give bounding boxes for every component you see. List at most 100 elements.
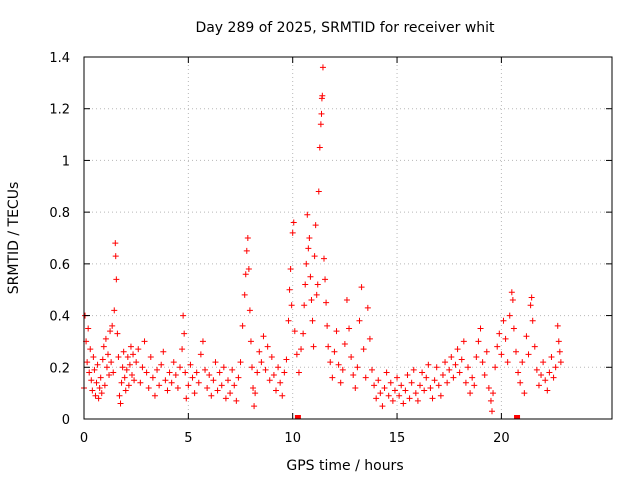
data-point: [444, 379, 451, 386]
gap-marker: [514, 415, 521, 419]
data-point: [452, 361, 459, 368]
data-point: [356, 317, 363, 324]
data-point: [311, 253, 318, 260]
data-point: [333, 328, 340, 335]
data-point: [385, 392, 392, 399]
data-point: [454, 346, 461, 353]
data-point: [467, 390, 474, 397]
data-point: [93, 379, 100, 386]
data-point: [510, 325, 517, 332]
data-point: [456, 369, 463, 376]
data-point: [101, 382, 108, 389]
data-point: [115, 353, 122, 360]
data-point: [406, 395, 413, 402]
data-point: [552, 364, 559, 371]
data-point: [354, 364, 361, 371]
data-point: [233, 397, 240, 404]
data-point: [492, 364, 499, 371]
data-point: [105, 351, 111, 358]
data-point: [429, 395, 436, 402]
data-point: [185, 382, 192, 389]
data-point: [250, 384, 257, 391]
data-point: [319, 64, 326, 71]
data-point: [343, 297, 350, 304]
data-point: [210, 377, 217, 384]
data-point: [251, 403, 258, 410]
data-point: [141, 338, 148, 345]
data-point: [373, 395, 380, 402]
data-point: [288, 302, 295, 309]
data-point: [112, 253, 119, 260]
data-point: [538, 372, 545, 379]
data-point: [465, 364, 471, 371]
data-point: [369, 366, 375, 373]
data-point: [448, 353, 455, 360]
data-point: [181, 330, 188, 337]
data-point: [521, 390, 528, 397]
data-point: [108, 359, 115, 366]
data-point: [125, 382, 132, 389]
data-point: [119, 364, 126, 371]
data-point: [277, 379, 284, 386]
data-point: [147, 353, 154, 360]
data-point: [89, 387, 96, 394]
x-tick-label: 20: [493, 431, 510, 446]
data-point: [408, 379, 415, 386]
x-tick-label: 10: [284, 431, 301, 446]
data-point: [321, 255, 327, 262]
data-point: [286, 286, 293, 293]
data-point: [249, 364, 255, 371]
data-point: [109, 322, 116, 329]
data-point: [191, 390, 198, 397]
data-point: [358, 284, 365, 291]
data-point: [325, 343, 332, 350]
data-points: [81, 64, 564, 415]
data-point: [222, 395, 229, 402]
data-point: [350, 372, 357, 379]
data-point: [523, 333, 530, 340]
data-point: [316, 144, 323, 151]
data-point: [160, 348, 167, 355]
data-point: [94, 361, 101, 368]
data-point: [133, 359, 140, 366]
data-point: [375, 377, 382, 384]
data-point: [515, 369, 522, 376]
data-point: [366, 335, 373, 342]
data-point: [197, 351, 204, 358]
data-point: [352, 384, 359, 391]
data-point: [489, 408, 495, 415]
data-point: [279, 392, 286, 399]
data-point: [473, 353, 480, 360]
data-point: [154, 366, 161, 373]
data-point: [346, 325, 353, 332]
data-point: [318, 110, 325, 117]
data-point: [289, 229, 296, 236]
y-tick-label: 1.4: [49, 51, 70, 66]
data-point: [500, 317, 507, 324]
data-point: [220, 364, 227, 371]
data-point: [404, 372, 411, 379]
data-point: [168, 379, 175, 386]
data-point: [435, 382, 442, 389]
data-point: [135, 346, 142, 353]
data-point: [124, 353, 131, 360]
data-point: [529, 317, 536, 324]
data-point: [237, 359, 244, 366]
data-point: [287, 266, 294, 273]
data-point: [195, 379, 202, 386]
data-point: [312, 222, 319, 229]
data-point: [126, 361, 133, 368]
data-point: [381, 384, 388, 391]
data-point: [254, 369, 261, 376]
data-point: [307, 273, 314, 280]
data-point: [182, 369, 189, 376]
data-point: [107, 328, 114, 335]
data-point: [87, 346, 94, 353]
data-point: [348, 353, 355, 360]
data-point: [425, 361, 432, 368]
data-point: [208, 392, 215, 399]
data-point: [502, 335, 509, 342]
data-point: [494, 343, 501, 350]
data-point: [317, 121, 324, 128]
